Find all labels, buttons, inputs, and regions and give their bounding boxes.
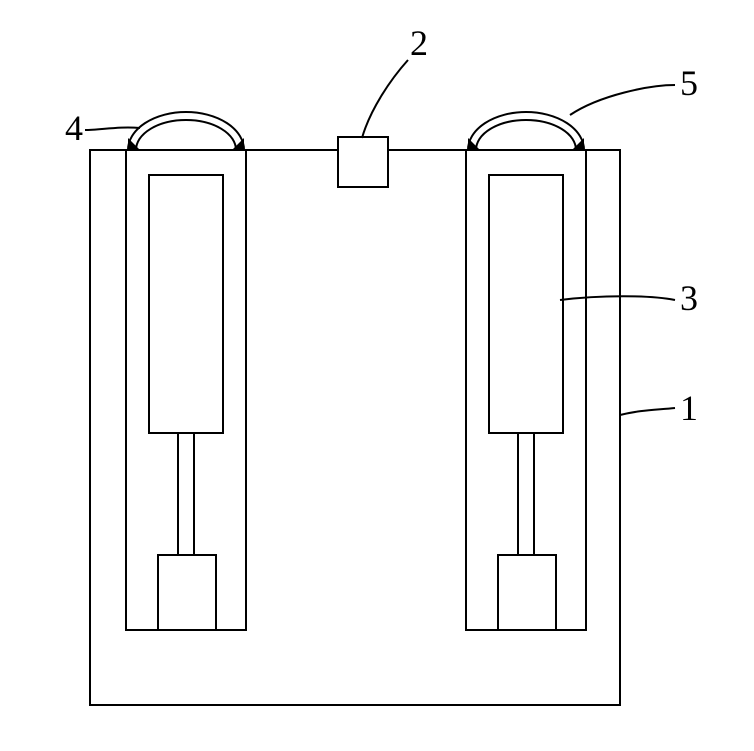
left-arc-outer	[128, 112, 244, 150]
label-4: 4	[65, 108, 83, 148]
leader-5	[570, 85, 675, 115]
right-arc-inner	[476, 120, 576, 150]
diagram-root: 1 2 3 4 5	[0, 0, 754, 751]
right-arc-outer	[468, 112, 584, 150]
leader-1	[620, 408, 675, 415]
right-slot	[466, 150, 586, 630]
top-block	[338, 137, 388, 187]
left-arc-inner	[136, 120, 236, 150]
label-3: 3	[680, 278, 698, 318]
label-5: 5	[680, 63, 698, 103]
leader-2	[362, 60, 408, 138]
label-1: 1	[680, 388, 698, 428]
left-slot	[126, 150, 246, 630]
leader-4	[85, 127, 140, 130]
label-2: 2	[410, 23, 428, 63]
